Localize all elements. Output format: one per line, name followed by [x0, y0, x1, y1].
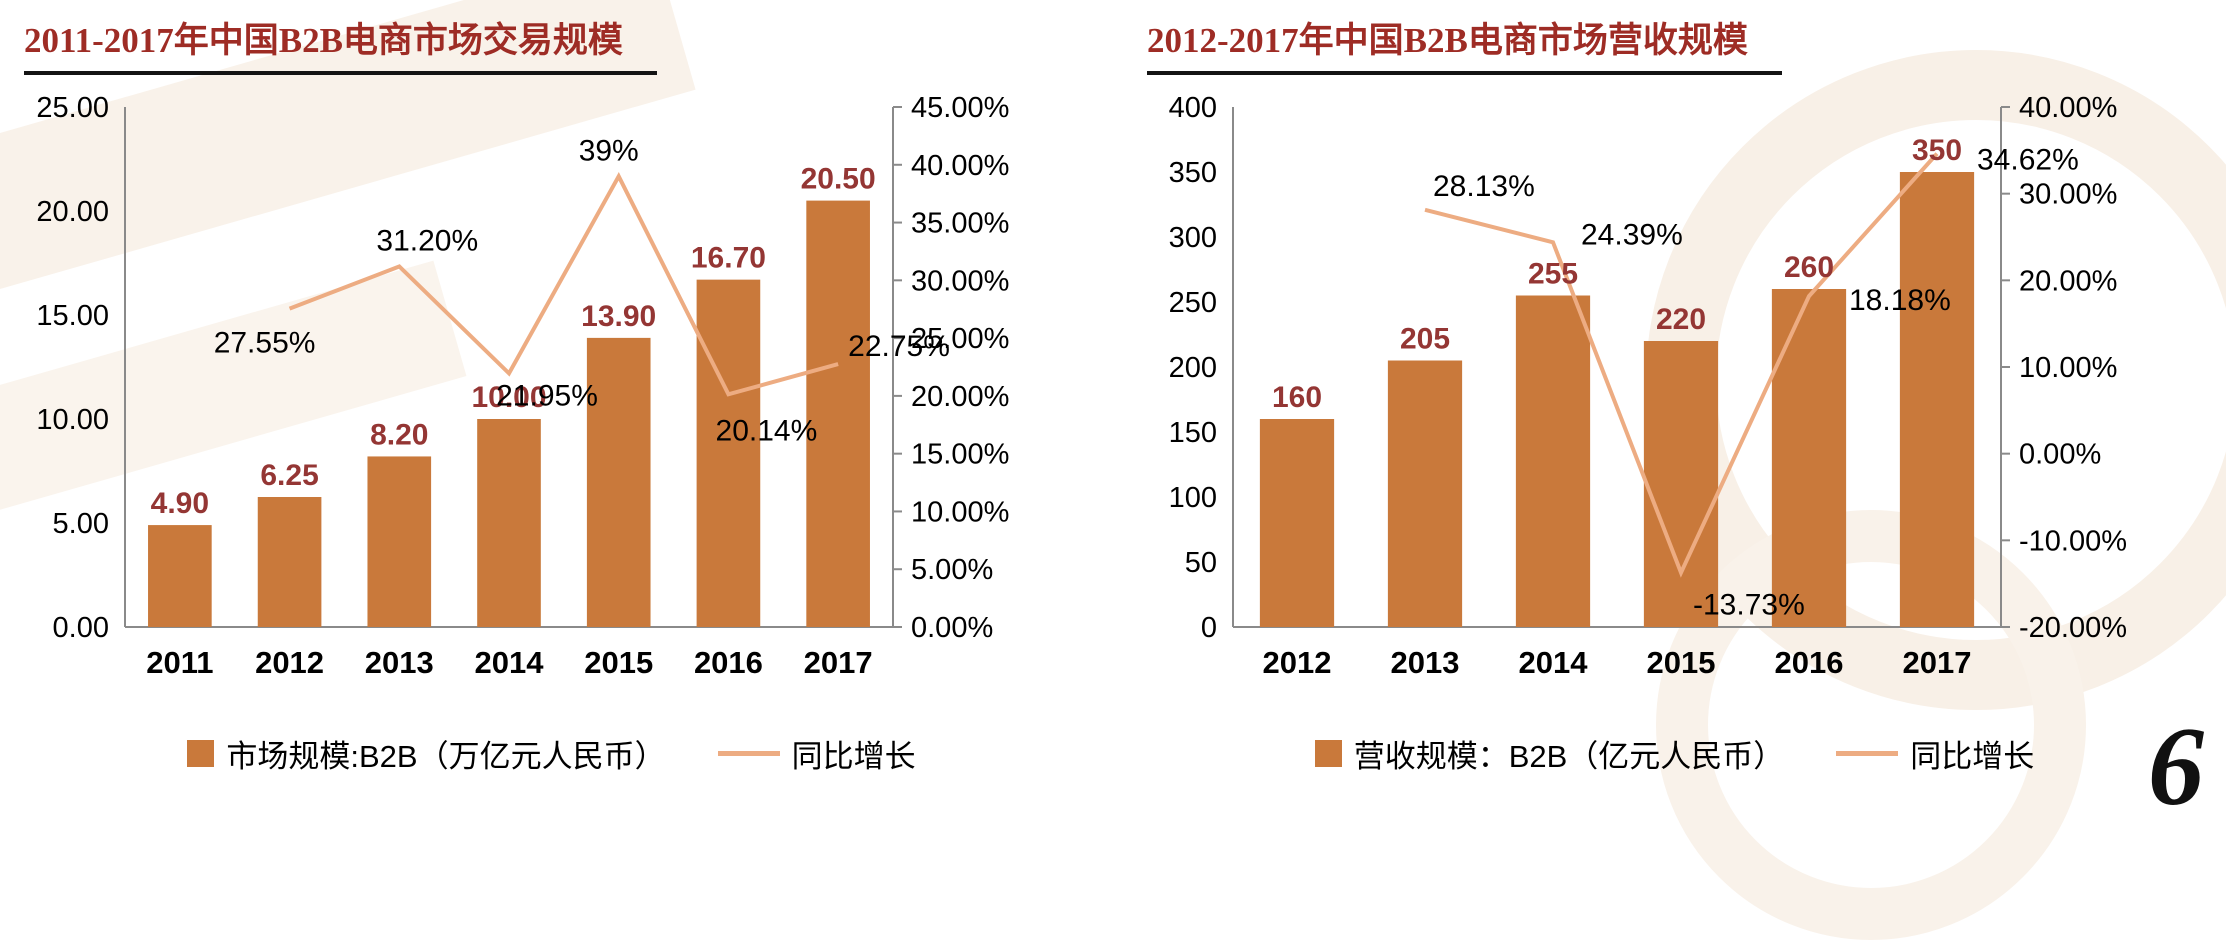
- legend-revenue: 营收规模：B2B（亿元人民币） 同比增长: [1133, 731, 2216, 776]
- svg-text:31.20%: 31.20%: [376, 224, 478, 257]
- svg-text:2013: 2013: [365, 645, 434, 680]
- svg-text:20.00%: 20.00%: [2019, 265, 2117, 297]
- svg-text:0.00%: 0.00%: [2019, 439, 2101, 471]
- legend-item-bar: 市场规模:B2B（万亿元人民币）: [187, 731, 666, 776]
- svg-text:2016: 2016: [1775, 645, 1844, 680]
- svg-text:15.00%: 15.00%: [911, 439, 1009, 471]
- chart-title-text: 2011-2017年中国B2B电商市场交易规模: [24, 12, 657, 75]
- svg-text:25.00: 25.00: [36, 92, 109, 124]
- svg-text:20.14%: 20.14%: [716, 414, 818, 447]
- bar-swatch-icon: [1314, 740, 1342, 767]
- svg-text:6.25: 6.25: [260, 459, 318, 492]
- svg-text:350: 350: [1169, 157, 1217, 189]
- svg-text:100: 100: [1169, 482, 1217, 514]
- svg-text:-13.73%: -13.73%: [1693, 589, 1805, 622]
- svg-text:205: 205: [1400, 323, 1450, 356]
- svg-text:15.00: 15.00: [36, 300, 109, 332]
- x-axis-labels: 2011 2012 2013 2014 2015 2016 2017: [146, 645, 872, 680]
- svg-text:40.00%: 40.00%: [911, 150, 1009, 182]
- svg-text:8.20: 8.20: [370, 418, 428, 451]
- svg-text:20.00%: 20.00%: [911, 381, 1009, 413]
- svg-text:2013: 2013: [1391, 645, 1460, 680]
- svg-text:2014: 2014: [475, 645, 545, 680]
- line-swatch-icon: [717, 751, 780, 756]
- chart-panel-transaction: 2011-2017年中国B2B电商市场交易规模 0.00 5.00 10.00 15.…: [10, 8, 1093, 820]
- chart-title-transaction: 2011-2017年中国B2B电商市场交易规模: [24, 12, 1093, 75]
- svg-text:39%: 39%: [579, 134, 639, 167]
- bar-swatch-icon: [187, 740, 215, 767]
- svg-text:2017: 2017: [804, 645, 873, 680]
- svg-text:40.00%: 40.00%: [2019, 92, 2117, 124]
- svg-text:150: 150: [1169, 417, 1217, 449]
- svg-text:260: 260: [1784, 251, 1834, 284]
- svg-text:0.00: 0.00: [53, 612, 109, 644]
- svg-text:10.00%: 10.00%: [2019, 352, 2117, 384]
- svg-text:5.00%: 5.00%: [911, 554, 993, 586]
- svg-text:34.62%: 34.62%: [1977, 144, 2079, 177]
- svg-text:255: 255: [1528, 258, 1578, 291]
- chart-title-revenue: 2012-2017年中国B2B电商市场营收规模: [1147, 12, 2216, 75]
- legend-line-label: 同比增长: [1910, 739, 2035, 774]
- svg-text:-20.00%: -20.00%: [2019, 612, 2127, 644]
- combo-chart-revenue: 0 50 100 150 200 250 300 350 400 -20.00% -10.00% 0.…: [1169, 92, 2127, 680]
- svg-text:13.90: 13.90: [581, 300, 656, 333]
- svg-text:2014: 2014: [1519, 645, 1589, 680]
- svg-text:200: 200: [1169, 352, 1217, 384]
- svg-text:300: 300: [1169, 222, 1217, 254]
- svg-text:-10.00%: -10.00%: [2019, 525, 2127, 557]
- svg-text:27.55%: 27.55%: [214, 327, 316, 360]
- svg-text:10.00: 10.00: [36, 404, 109, 436]
- legend-line-label: 同比增长: [791, 739, 916, 774]
- legend-item-bar: 营收规模：B2B（亿元人民币）: [1314, 731, 1785, 776]
- svg-text:10.00: 10.00: [471, 381, 546, 414]
- svg-text:25.00%: 25.00%: [911, 323, 1009, 355]
- svg-text:2017: 2017: [1903, 645, 1972, 680]
- svg-text:350: 350: [1912, 134, 1962, 167]
- svg-text:24.39%: 24.39%: [1581, 218, 1683, 251]
- svg-text:2012: 2012: [1263, 645, 1332, 680]
- charts-row: 2011-2017年中国B2B电商市场交易规模 0.00 5.00 10.00 15.…: [10, 8, 2216, 820]
- svg-text:20.50: 20.50: [801, 163, 876, 196]
- svg-text:250: 250: [1169, 287, 1217, 319]
- legend-item-line: 同比增长: [1836, 731, 2034, 776]
- legend-bar-label: 营收规模：B2B（亿元人民币）: [1353, 739, 1785, 774]
- svg-text:220: 220: [1656, 303, 1706, 336]
- svg-text:21.95%: 21.95%: [496, 379, 598, 412]
- svg-text:2015: 2015: [584, 645, 653, 680]
- svg-text:30.00%: 30.00%: [911, 265, 1009, 297]
- legend-item-line: 同比增长: [717, 731, 916, 776]
- legend-transaction: 市场规模:B2B（万亿元人民币） 同比增长: [10, 731, 1093, 776]
- svg-text:0.00%: 0.00%: [911, 612, 993, 644]
- x-axis-labels: 2012 2013 2014 2015 2016 2017: [1263, 645, 1972, 680]
- svg-text:2016: 2016: [694, 645, 763, 680]
- chart-title-text: 2012-2017年中国B2B电商市场营收规模: [1147, 12, 1782, 75]
- page-number: 6: [2148, 704, 2204, 829]
- svg-text:28.13%: 28.13%: [1433, 170, 1535, 203]
- svg-text:18.18%: 18.18%: [1849, 284, 1951, 317]
- svg-text:16.70: 16.70: [691, 242, 766, 275]
- svg-text:0: 0: [1201, 612, 1217, 644]
- chart-panel-revenue: 2012-2017年中国B2B电商市场营收规模 0 50 100 150 200 250 3…: [1133, 8, 2216, 820]
- svg-text:45.00%: 45.00%: [911, 92, 1009, 124]
- svg-text:50: 50: [1185, 547, 1217, 579]
- line-swatch-icon: [1836, 751, 1899, 756]
- svg-text:160: 160: [1272, 381, 1322, 414]
- svg-text:20.00: 20.00: [36, 196, 109, 228]
- svg-text:35.00%: 35.00%: [911, 208, 1009, 240]
- legend-bar-label: 市场规模:B2B（万亿元人民币）: [226, 739, 666, 774]
- svg-text:2011: 2011: [146, 645, 213, 680]
- svg-text:22.75%: 22.75%: [848, 330, 950, 363]
- bar-series: [148, 200, 870, 627]
- svg-text:2015: 2015: [1647, 645, 1716, 680]
- svg-text:2012: 2012: [255, 645, 324, 680]
- svg-text:5.00: 5.00: [53, 508, 109, 540]
- svg-text:400: 400: [1169, 92, 1217, 124]
- svg-text:4.90: 4.90: [151, 487, 209, 520]
- bar-labels: 160 205 255 220 260 350: [1272, 134, 1962, 414]
- svg-text:10.00%: 10.00%: [911, 496, 1009, 528]
- svg-text:30.00%: 30.00%: [2019, 179, 2117, 211]
- combo-chart-transaction: 0.00 5.00 10.00 15.00 20.00 25.00 0.00% 5.00% 10…: [36, 92, 1009, 680]
